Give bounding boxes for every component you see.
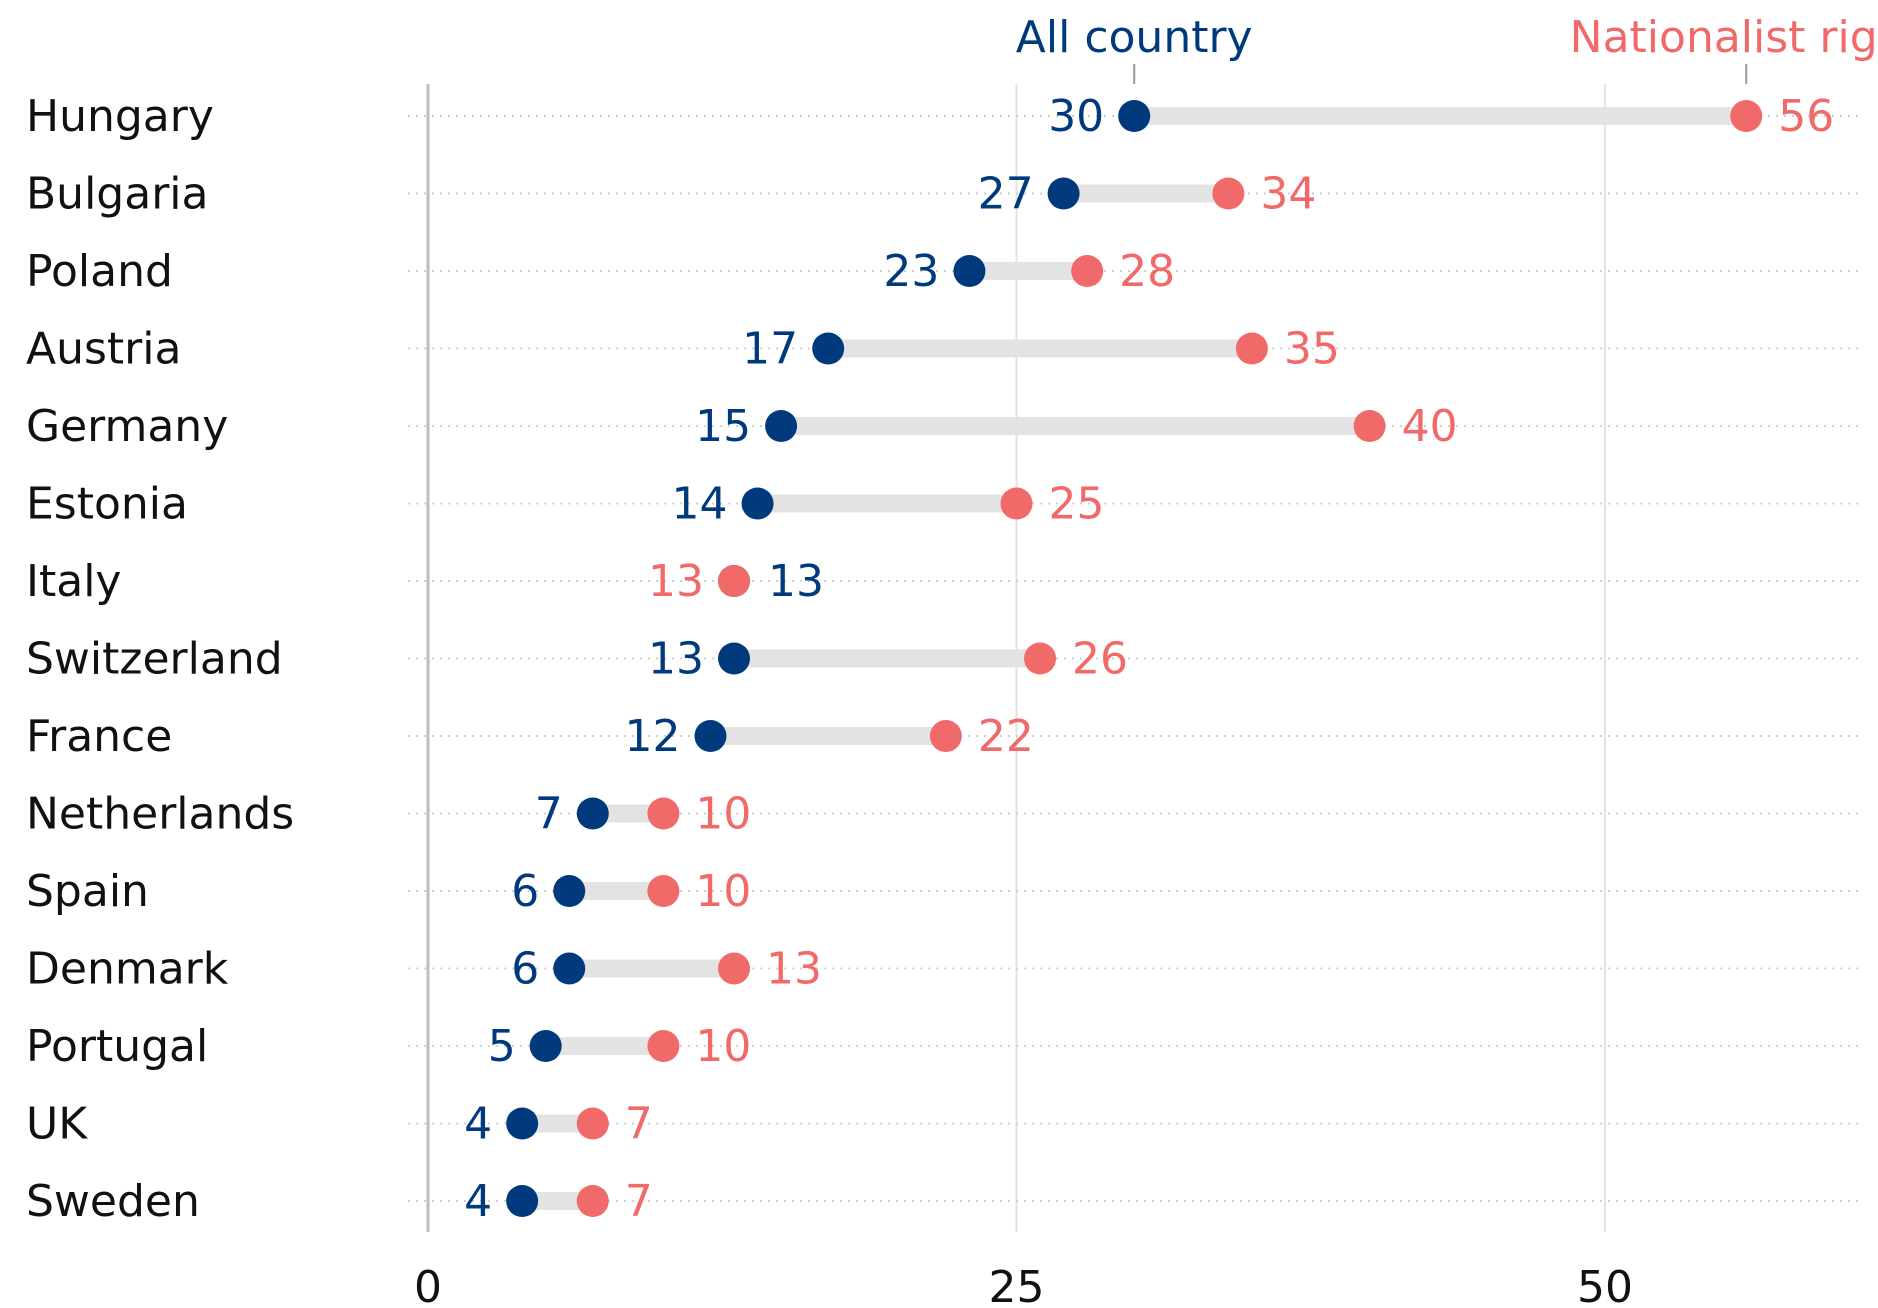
value-label-nationalist-right: 10 xyxy=(695,866,751,917)
row-uk: UK 4 7 xyxy=(26,1099,653,1150)
country-label: Italy xyxy=(26,556,121,607)
country-label: UK xyxy=(26,1099,88,1150)
row-poland: Poland 23 28 xyxy=(26,246,1175,297)
country-label: Switzerland xyxy=(26,634,283,685)
value-label-nationalist-right: 7 xyxy=(625,1099,653,1150)
dot-all-country xyxy=(553,952,586,985)
legend: All country Nationalist right xyxy=(1016,12,1878,84)
dot-all-country xyxy=(506,1185,539,1217)
row-netherlands: Netherlands 7 10 xyxy=(26,789,751,840)
value-label-all-country: 4 xyxy=(464,1099,492,1150)
country-label: Hungary xyxy=(26,91,214,142)
country-label: Sweden xyxy=(26,1176,200,1227)
country-label: Estonia xyxy=(26,479,188,530)
row-sweden: Sweden 4 7 xyxy=(26,1176,653,1227)
value-label-nationalist-right: 13 xyxy=(766,944,822,995)
dot-all-country xyxy=(694,720,727,752)
dot-all-country xyxy=(1118,100,1151,132)
value-label-all-country: 30 xyxy=(1048,91,1104,142)
dot-all-country xyxy=(1047,177,1080,210)
value-label-nationalist-right: 34 xyxy=(1260,169,1316,220)
row-france: France 12 22 xyxy=(26,711,1034,762)
dot-nationalist-right xyxy=(576,1185,609,1217)
dot-nationalist-right xyxy=(1212,177,1245,210)
country-label: Netherlands xyxy=(26,789,294,840)
country-label: France xyxy=(26,711,172,762)
dot-all-country xyxy=(553,875,586,907)
value-label-all-country: 15 xyxy=(695,401,751,452)
value-label-nationalist-right: 25 xyxy=(1049,479,1105,530)
dot-nationalist-right xyxy=(718,952,751,985)
legend-nationalist-right: Nationalist right xyxy=(1570,12,1878,63)
value-label-all-country: 17 xyxy=(742,324,798,375)
legend-all-country: All country xyxy=(1016,12,1253,63)
row-portugal: Portugal 5 10 xyxy=(26,1021,751,1072)
dot-nationalist-right xyxy=(718,565,751,597)
value-label-nationalist-right: 40 xyxy=(1402,401,1458,452)
country-label: Denmark xyxy=(26,944,229,995)
value-label-all-country: 23 xyxy=(883,246,939,297)
row-bulgaria: Bulgaria 27 34 xyxy=(26,169,1316,220)
value-label-nationalist-right: 22 xyxy=(978,711,1034,762)
country-label: Austria xyxy=(26,324,181,375)
x-tick-label: 25 xyxy=(989,1262,1045,1308)
country-label: Spain xyxy=(26,866,149,917)
value-label-nationalist-right: 13 xyxy=(648,556,704,607)
dot-all-country xyxy=(576,797,609,830)
country-label: Germany xyxy=(26,401,228,452)
value-label-nationalist-right: 7 xyxy=(625,1176,653,1227)
country-label: Portugal xyxy=(26,1021,208,1072)
row-italy: Italy 13 13 xyxy=(26,556,824,607)
dot-nationalist-right xyxy=(647,875,680,907)
row-austria: Austria 17 35 xyxy=(26,324,1340,375)
dot-nationalist-right xyxy=(647,1030,680,1062)
dot-all-country xyxy=(529,1030,562,1062)
value-label-nationalist-right: 10 xyxy=(695,789,751,840)
dot-nationalist-right xyxy=(1353,410,1386,442)
value-label-nationalist-right: 26 xyxy=(1072,634,1128,685)
dot-nationalist-right xyxy=(1071,255,1104,287)
country-label: Poland xyxy=(26,246,173,297)
value-label-all-country: 7 xyxy=(535,789,563,840)
value-label-nationalist-right: 28 xyxy=(1119,246,1175,297)
dot-nationalist-right xyxy=(1730,100,1763,132)
dot-all-country xyxy=(765,410,798,442)
dot-all-country xyxy=(741,487,774,520)
dot-nationalist-right xyxy=(929,720,962,752)
row-denmark: Denmark 6 13 xyxy=(26,944,822,995)
value-label-all-country: 27 xyxy=(978,169,1034,220)
dot-nationalist-right xyxy=(1000,487,1033,520)
dot-nationalist-right xyxy=(576,1107,609,1140)
dot-nationalist-right xyxy=(1024,642,1057,675)
value-label-nationalist-right: 56 xyxy=(1778,91,1834,142)
dot-all-country xyxy=(506,1107,539,1140)
dot-all-country xyxy=(953,255,986,287)
dot-all-country xyxy=(718,642,751,675)
row-spain: Spain 6 10 xyxy=(26,866,751,917)
dot-nationalist-right xyxy=(1235,332,1268,365)
value-label-all-country: 14 xyxy=(672,479,728,530)
row-hungary: Hungary 30 56 xyxy=(26,91,1834,142)
value-label-all-country: 13 xyxy=(768,556,824,607)
row-estonia: Estonia 14 25 xyxy=(26,479,1105,530)
x-tick-label: 0 xyxy=(414,1262,442,1308)
row-germany: Germany 15 40 xyxy=(26,401,1458,452)
country-label: Bulgaria xyxy=(26,169,208,220)
value-label-all-country: 12 xyxy=(624,711,680,762)
value-label-nationalist-right: 35 xyxy=(1284,324,1340,375)
value-label-all-country: 6 xyxy=(511,866,539,917)
value-label-all-country: 13 xyxy=(648,634,704,685)
value-label-all-country: 4 xyxy=(464,1176,492,1227)
value-label-nationalist-right: 10 xyxy=(695,1021,751,1072)
dot-nationalist-right xyxy=(647,797,680,830)
dot-all-country xyxy=(812,332,845,365)
value-label-all-country: 5 xyxy=(488,1021,516,1072)
row-switzerland: Switzerland 13 26 xyxy=(26,634,1128,685)
x-tick-label: 50 xyxy=(1577,1262,1633,1308)
value-label-all-country: 6 xyxy=(511,944,539,995)
x-axis: 0 25 50 xyxy=(414,1262,1633,1308)
